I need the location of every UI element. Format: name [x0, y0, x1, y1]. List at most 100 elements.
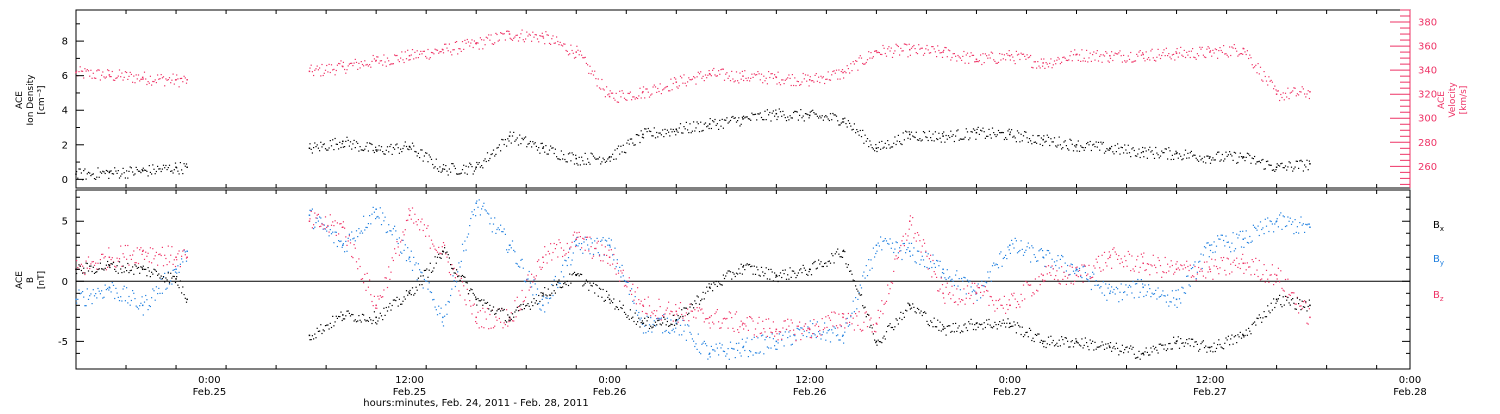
- time-tick-label: 12:00: [1195, 375, 1224, 386]
- density-series-point: [375, 149, 377, 151]
- bz-series-point: [709, 317, 711, 319]
- bz-series: [75, 207, 1310, 341]
- density-series-point: [942, 135, 944, 137]
- velocity-series-point: [409, 55, 411, 57]
- velocity-series-point: [1009, 55, 1011, 57]
- density-series-point: [442, 168, 444, 170]
- density-series-point: [186, 167, 188, 169]
- density-axis-title: ACE: [15, 91, 25, 109]
- velocity-series-point: [1142, 54, 1144, 56]
- by-series-scatter: [76, 199, 1310, 360]
- velocity-series-point: [1176, 53, 1178, 55]
- time-axis-labels: 0:00Feb.2512:00Feb.250:00Feb.2612:00Feb.…: [193, 375, 1427, 398]
- field-axis-title-line2: B: [26, 277, 36, 283]
- by-series-point: [776, 341, 778, 343]
- density-series-point: [742, 118, 744, 120]
- bz-series-point: [676, 311, 678, 313]
- density-series-point: [576, 158, 578, 160]
- date-tick-label: Feb.27: [1193, 387, 1227, 398]
- by-series-point: [175, 269, 177, 271]
- bx-series-point: [542, 293, 544, 295]
- bottom-plot-marks: [75, 199, 1410, 360]
- velocity-series-point: [1309, 91, 1311, 93]
- velocity-series-point: [576, 51, 578, 53]
- density-series-point: [1309, 163, 1311, 165]
- by-series-point: [1209, 245, 1211, 247]
- velocity-tick-label: 340: [1418, 66, 1437, 77]
- bx-series-point: [1309, 305, 1311, 307]
- bx-series-point: [375, 317, 377, 319]
- by-series-point: [909, 251, 911, 253]
- by-series-point: [609, 245, 611, 247]
- density-series-point: [1142, 151, 1144, 153]
- by-series-point: [186, 251, 188, 253]
- density-series-point: [676, 128, 678, 130]
- density-series-point: [842, 118, 844, 120]
- by-series-point: [375, 208, 377, 210]
- bz-series-point: [1109, 257, 1111, 259]
- density-tick-label: 0: [62, 175, 68, 186]
- bx-series-point: [942, 329, 944, 331]
- date-tick-label: Feb.25: [193, 387, 227, 398]
- bz-series-point: [1209, 269, 1211, 271]
- bx-series-point: [342, 314, 344, 316]
- bz-series-point: [409, 214, 411, 216]
- top-plot-frame: [76, 10, 1410, 188]
- by-series: [75, 199, 1310, 360]
- time-tick-label: 12:00: [795, 375, 824, 386]
- field-axis-title-line3: [nT]: [37, 271, 47, 289]
- velocity-series-point: [1276, 93, 1278, 95]
- velocity-series: [75, 30, 1310, 103]
- bz-series-point: [742, 323, 744, 325]
- velocity-series-point: [542, 36, 544, 38]
- legend-bz: Bz: [1433, 290, 1444, 303]
- density-series-point: [642, 134, 644, 136]
- bz-series-point: [609, 257, 611, 259]
- velocity-series-scatter: [76, 30, 1310, 103]
- by-series-point: [876, 245, 878, 247]
- bottom-plot-frame: [76, 190, 1410, 369]
- bx-series-point: [609, 299, 611, 301]
- velocity-series-point: [909, 49, 911, 51]
- time-tick-label: 0:00: [1399, 375, 1421, 386]
- bx-series-point: [742, 266, 744, 268]
- field-axis-title: ACE: [15, 271, 25, 289]
- bz-series-point: [809, 329, 811, 331]
- by-series-point: [75, 299, 77, 301]
- velocity-series-point: [1209, 51, 1211, 53]
- date-tick-label: Feb.26: [793, 387, 827, 398]
- density-series-point: [1209, 156, 1211, 158]
- density-tick-label: 2: [62, 140, 68, 151]
- bz-series-point: [576, 239, 578, 241]
- by-series-point: [542, 305, 544, 307]
- bz-series-point: [942, 293, 944, 295]
- bz-series-point: [109, 257, 111, 259]
- bz-series-scatter: [76, 207, 1310, 341]
- bz-series-point: [1309, 317, 1311, 319]
- density-series: [75, 108, 1310, 180]
- velocity-series-point: [842, 72, 844, 74]
- velocity-tick-label: 320: [1418, 90, 1437, 101]
- density-series-point: [876, 148, 878, 150]
- density-series-point: [1042, 139, 1044, 141]
- density-series-point: [342, 141, 344, 143]
- density-series-point: [475, 167, 477, 169]
- bz-series-point: [1276, 275, 1278, 277]
- bz-series-point: [1042, 275, 1044, 277]
- bx-series: [75, 247, 1310, 360]
- by-series-point: [576, 245, 578, 247]
- legend-by: By: [1433, 254, 1444, 267]
- bx-series-point: [409, 293, 411, 295]
- bz-series-point: [776, 329, 778, 331]
- bz-series-point: [1176, 269, 1178, 271]
- density-series-point: [776, 113, 778, 115]
- velocity-series-point: [1042, 62, 1044, 64]
- velocity-series-point: [509, 33, 511, 35]
- velocity-tick-label: 360: [1418, 42, 1437, 53]
- bx-series-point: [475, 299, 477, 301]
- velocity-tick-label: 280: [1418, 138, 1437, 149]
